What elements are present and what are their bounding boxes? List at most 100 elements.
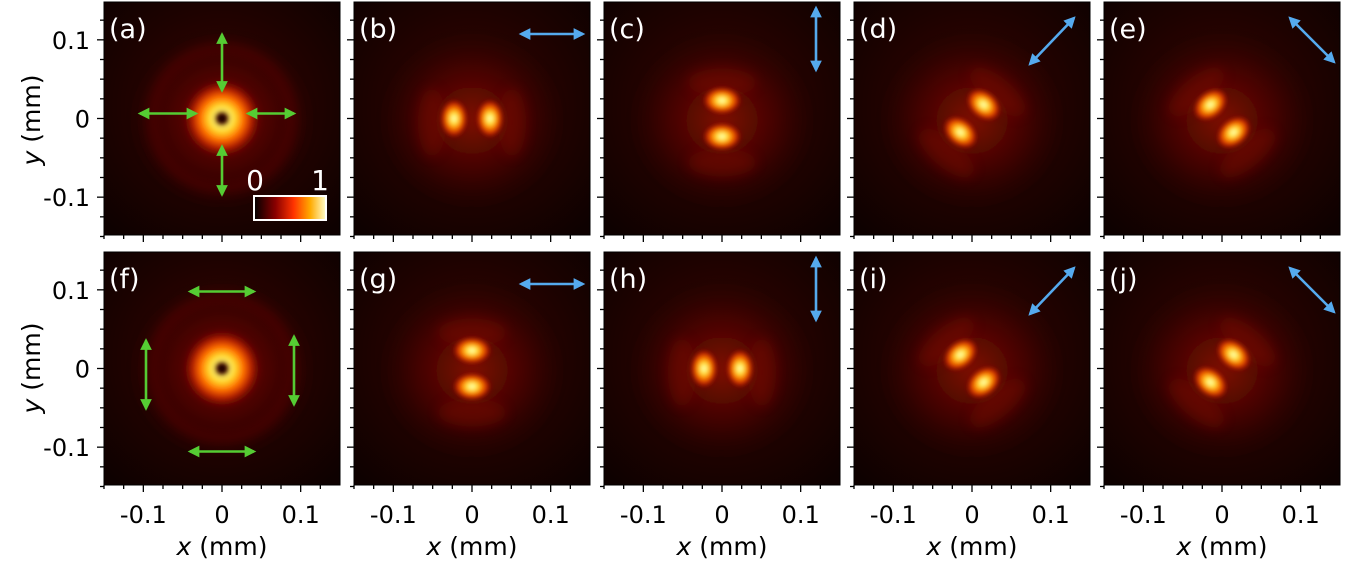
beam-lobe — [701, 121, 743, 152]
halo — [627, 280, 817, 461]
polarization-arrows — [1028, 266, 1076, 316]
fringe — [970, 378, 1026, 428]
x-tick-label: -0.1 — [870, 501, 917, 529]
panel-d: (d) — [847, 1, 1091, 242]
panel-h: (h) — [597, 251, 841, 492]
intensity-map — [377, 30, 567, 211]
intensity-map — [127, 280, 317, 461]
panel-label: (b) — [359, 14, 397, 45]
panel-label: (c) — [609, 14, 645, 45]
axis-ticks — [1097, 19, 1321, 242]
intensity-map — [877, 280, 1067, 461]
intensity-map — [377, 280, 567, 461]
axis-ticks — [97, 19, 321, 242]
panel-i: (i) — [847, 251, 1091, 492]
panel-frame — [103, 1, 341, 236]
fringe — [748, 338, 776, 407]
halo — [877, 30, 1067, 211]
axis-ticks — [597, 19, 821, 242]
beam-lobe — [701, 85, 743, 116]
beam-lobe — [725, 347, 755, 390]
beam-lobe — [689, 347, 719, 390]
axis-ticks — [347, 19, 571, 242]
beam-lobe — [964, 364, 1003, 401]
donut-center — [218, 364, 226, 373]
beam-lobe — [941, 114, 980, 151]
y-axis-title-top: y (mm) — [17, 75, 46, 167]
intensity-map — [1127, 30, 1317, 211]
x-tick-label: -0.1 — [620, 501, 667, 529]
blue-arrow-diagonal-icon — [1288, 266, 1336, 314]
beam-lobe — [451, 335, 493, 366]
intensity-map — [627, 280, 817, 461]
panel-g: (g) — [347, 251, 591, 492]
panel-frame — [853, 1, 1091, 236]
beam-lobe — [1191, 86, 1230, 123]
panel-frame — [103, 251, 341, 486]
y-tick-label: 0 — [75, 356, 90, 384]
fringe — [1220, 128, 1276, 178]
x-tick-label: -0.1 — [370, 501, 417, 529]
x-tick-label: 0 — [214, 501, 229, 529]
panel-label: (e) — [1109, 14, 1147, 45]
fringe — [918, 128, 974, 178]
blue-arrow-diagonal-icon — [1288, 16, 1336, 64]
intensity-map — [877, 30, 1067, 211]
halo — [377, 280, 567, 461]
x-tick-label: 0.1 — [1032, 501, 1070, 529]
panel-frame — [1103, 1, 1341, 236]
x-tick-label: 0.1 — [532, 501, 570, 529]
panel-frame — [603, 1, 841, 236]
polarization-arrows — [1288, 266, 1336, 314]
x-axis-title: x (mm) — [1176, 532, 1268, 561]
x-tick-label: 0 — [964, 501, 979, 529]
axis-ticks — [597, 269, 821, 492]
x-tick-label: 0 — [714, 501, 729, 529]
fringe — [438, 398, 506, 427]
x-axis-labels: -0.1 0 0.1 x (mm) -0.1 0 0.1 x (mm) -0.1 0 0.1 x (m… — [120, 501, 1320, 561]
blue-arrow-diagonal-icon — [1028, 16, 1076, 66]
polarization-arrows — [1288, 16, 1336, 64]
beam-lobe — [451, 371, 493, 402]
fringe — [438, 318, 506, 347]
panel-c: (c) — [597, 1, 841, 242]
halo — [877, 280, 1067, 461]
y-tick-label: 0 — [75, 106, 90, 134]
blue-arrow-diagonal-icon — [1028, 266, 1076, 316]
halo — [377, 30, 567, 211]
axis-ticks — [847, 269, 1071, 492]
panel-label: (j) — [1109, 264, 1138, 295]
panel-frame — [603, 251, 841, 486]
x-axis-title: x (mm) — [176, 532, 268, 561]
fringe — [498, 88, 526, 157]
panel-b: (b) — [347, 1, 591, 242]
panel-j: (j) — [1097, 251, 1341, 492]
fringe — [688, 148, 756, 177]
fringe — [1220, 317, 1276, 367]
fringe — [918, 317, 974, 367]
polarization-arrows — [137, 32, 297, 197]
y-tick-label: -0.1 — [43, 184, 90, 212]
y-axis-title-bottom: y (mm) — [17, 323, 46, 415]
panel-frame — [353, 251, 591, 486]
x-tick-label: -0.1 — [1120, 501, 1167, 529]
panel-label: (g) — [359, 264, 397, 295]
panel-label: (h) — [609, 264, 647, 295]
x-tick-label: 0 — [1214, 501, 1229, 529]
panel-label: (i) — [859, 264, 888, 295]
y-axis-labels: y (mm) y (mm) — [17, 75, 46, 415]
beam-lobe — [964, 86, 1003, 123]
beam-lobe — [1214, 114, 1253, 151]
x-axis-title: x (mm) — [926, 532, 1018, 561]
x-axis-title: x (mm) — [426, 532, 518, 561]
halo — [1127, 30, 1317, 211]
panel-frame — [353, 1, 591, 236]
y-tick-label: 0.1 — [52, 277, 90, 305]
axis-ticks — [347, 269, 571, 492]
x-tick-label: 0.1 — [782, 501, 820, 529]
x-tick-label: 0 — [464, 501, 479, 529]
axis-ticks — [1097, 269, 1321, 492]
fringe — [668, 338, 696, 407]
x-axis-title: x (mm) — [676, 532, 768, 561]
axis-ticks — [847, 19, 1071, 242]
